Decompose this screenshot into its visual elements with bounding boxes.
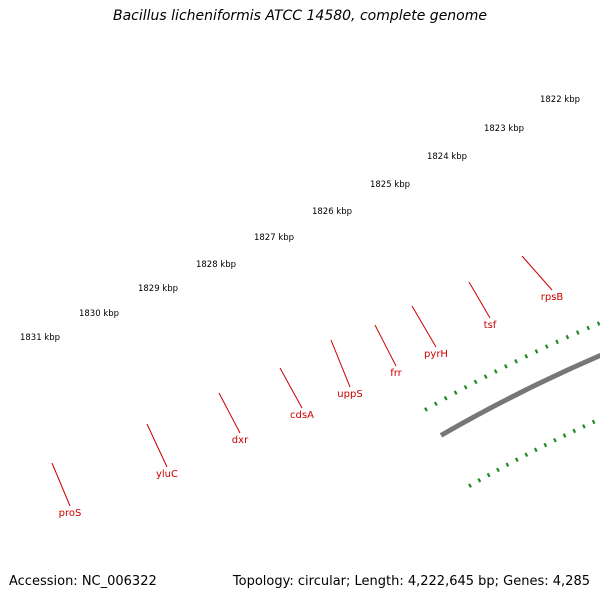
inner-tick <box>514 457 519 462</box>
gene-label: yluC <box>156 469 178 480</box>
gene-label: proS <box>59 508 82 519</box>
inner-tick <box>524 452 529 458</box>
outer-tick <box>596 321 600 326</box>
outer-tick-ring <box>424 321 600 412</box>
gene-label: pyrH <box>424 349 448 360</box>
inner-tick <box>505 462 510 468</box>
kbp-label: 1830 kbp <box>79 309 119 319</box>
gene-leader-line <box>146 423 168 468</box>
gene-label: uppS <box>337 389 362 400</box>
outer-tick <box>424 407 428 412</box>
kbp-label: 1827 kbp <box>254 233 294 243</box>
inner-tick <box>572 428 577 434</box>
inner-tick-ring <box>468 419 596 488</box>
inner-tick <box>582 424 586 429</box>
map-title: Bacillus licheniformis ATCC 14580, compl… <box>113 8 487 24</box>
kbp-label: 1829 kbp <box>138 284 178 294</box>
outer-tick <box>555 339 559 345</box>
outer-tick <box>534 349 539 354</box>
outer-tick <box>514 359 518 364</box>
kbp-label: 1825 kbp <box>370 180 410 190</box>
outer-tick <box>453 390 458 395</box>
topology-text: Topology: circular; Length: 4,222,645 bp… <box>232 574 590 589</box>
gene-label: frr <box>390 368 402 379</box>
inner-tick <box>486 472 491 478</box>
outer-tick <box>473 379 478 385</box>
kbp-label: 1831 kbp <box>20 333 60 343</box>
outer-tick <box>586 325 590 331</box>
kbp-label: 1822 kbp <box>540 95 580 105</box>
gene-leader-line <box>279 367 303 409</box>
gene-leader-line <box>51 462 71 507</box>
gene-label: cdsA <box>290 410 314 421</box>
genome-backbone <box>439 352 600 438</box>
outer-tick <box>463 384 468 390</box>
inner-tick <box>477 478 482 483</box>
kbp-label: 1828 kbp <box>196 260 236 270</box>
inner-tick <box>533 447 538 453</box>
accession-text: Accession: NC_006322 <box>9 574 157 589</box>
gene-label: dxr <box>232 435 249 446</box>
gene-leader-line <box>374 324 397 367</box>
kbp-label: 1824 kbp <box>427 152 467 162</box>
outer-tick <box>524 354 529 359</box>
gene-label: rpsB <box>541 292 564 303</box>
outer-tick <box>443 395 448 401</box>
inner-tick <box>496 467 500 473</box>
inner-tick <box>468 483 472 488</box>
inner-tick <box>553 437 557 443</box>
outer-tick <box>565 334 570 340</box>
gene-leader-line <box>521 255 553 291</box>
gene-leader-line <box>468 281 491 319</box>
inner-tick <box>543 442 548 448</box>
kbp-labels: 1822 kbp 1823 kbp 1824 kbp 1825 kbp 1826 kbp… <box>20 95 580 343</box>
outer-tick <box>504 364 508 369</box>
inner-tick <box>562 433 567 438</box>
gene-label: tsf <box>484 320 497 331</box>
outer-tick <box>575 330 580 335</box>
outer-tick <box>483 374 488 379</box>
outer-tick <box>544 344 549 349</box>
gene-leader-line <box>330 339 351 388</box>
kbp-label: 1823 kbp <box>484 124 524 134</box>
gene-labels: rpsB tsf pyrH frr uppS cdsA dxr yluC proS <box>51 255 564 519</box>
kbp-label: 1826 kbp <box>312 207 352 217</box>
gene-leader-line <box>218 392 241 434</box>
inner-tick <box>591 419 596 425</box>
gene-leader-line <box>411 305 437 348</box>
outer-tick <box>493 369 498 374</box>
outer-tick <box>433 401 438 407</box>
